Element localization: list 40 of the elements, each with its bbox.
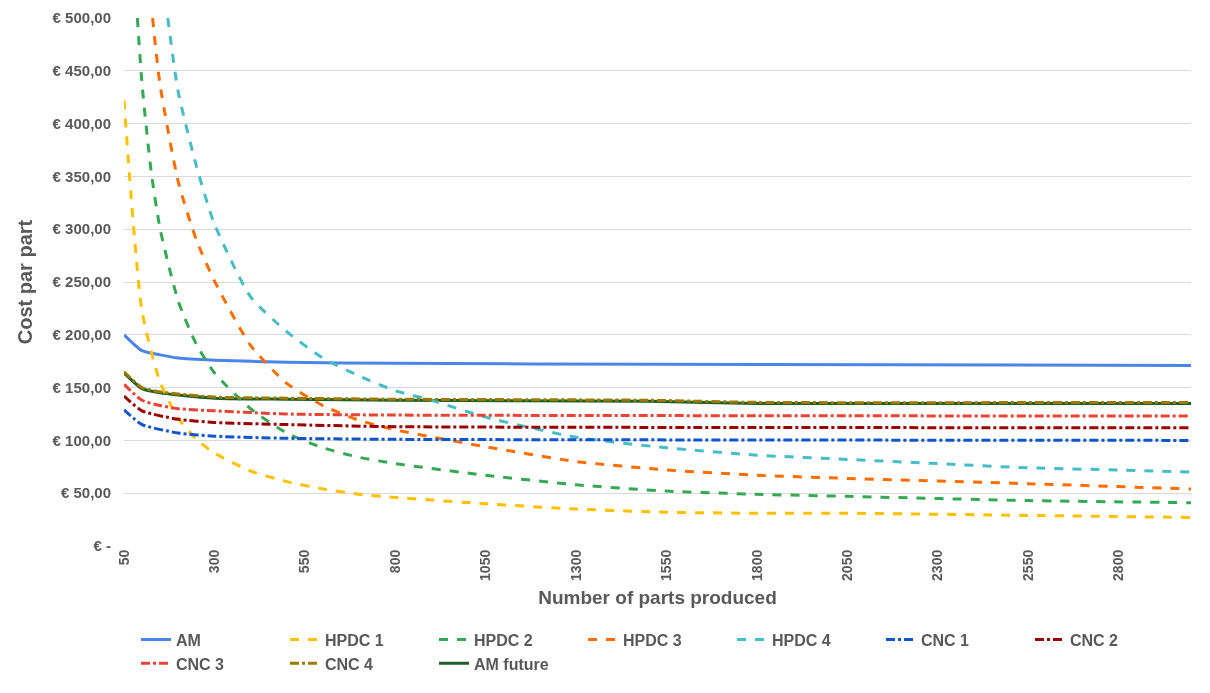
y-tick-label: € 350,00 — [52, 167, 111, 185]
y-tick-label: € 400,00 — [52, 114, 111, 132]
y-tick-label: € 100,00 — [52, 431, 111, 449]
line-series — [124, 408, 1191, 442]
legend-label: HPDC 1 — [325, 631, 384, 649]
y-tick-label: € 250,00 — [52, 273, 111, 291]
x-tick-label: 550 — [296, 549, 313, 574]
y-tick-label: € 200,00 — [52, 326, 111, 344]
x-tick-label: 1550 — [658, 549, 675, 581]
y-tick-label: € 300,00 — [52, 220, 111, 238]
y-tick-label: € 500,00 — [52, 9, 111, 27]
x-tick-label: 50 — [115, 549, 132, 566]
y-tick-label: € 50,00 — [60, 484, 111, 502]
legend-label: HPDC 2 — [474, 631, 533, 649]
x-tick-label: 2300 — [929, 549, 946, 581]
y-tick-label: € 150,00 — [52, 378, 111, 396]
legend-label: CNC 2 — [1070, 631, 1119, 649]
legend-label: HPDC 4 — [772, 631, 831, 649]
x-tick-label: 2050 — [838, 549, 855, 581]
line-series — [124, 382, 1191, 418]
y-tick-label: € - — [93, 537, 111, 555]
line-series — [124, 98, 1191, 519]
x-tick-label: 300 — [205, 549, 222, 574]
x-tick-label: 800 — [386, 549, 403, 574]
y-axis-title: Cost par part — [14, 219, 37, 345]
x-tick-label: 2550 — [1019, 549, 1036, 581]
y-tick-label: € 450,00 — [52, 62, 111, 80]
legend-label: AM future — [474, 655, 549, 673]
legend-label: AM — [176, 631, 201, 649]
legend-label: CNC 3 — [176, 655, 225, 673]
x-tick-label: 2800 — [1110, 549, 1127, 581]
x-axis-title: Number of parts produced — [538, 586, 777, 608]
legend-label: HPDC 3 — [623, 631, 682, 649]
legend-label: CNC 1 — [921, 631, 970, 649]
x-tick-label: 1050 — [477, 549, 494, 581]
x-tick-label: 1300 — [567, 549, 584, 581]
line-series — [124, 333, 1191, 367]
line-series — [124, 394, 1191, 430]
x-tick-label: 1800 — [748, 549, 765, 581]
legend-label: CNC 4 — [325, 655, 374, 673]
